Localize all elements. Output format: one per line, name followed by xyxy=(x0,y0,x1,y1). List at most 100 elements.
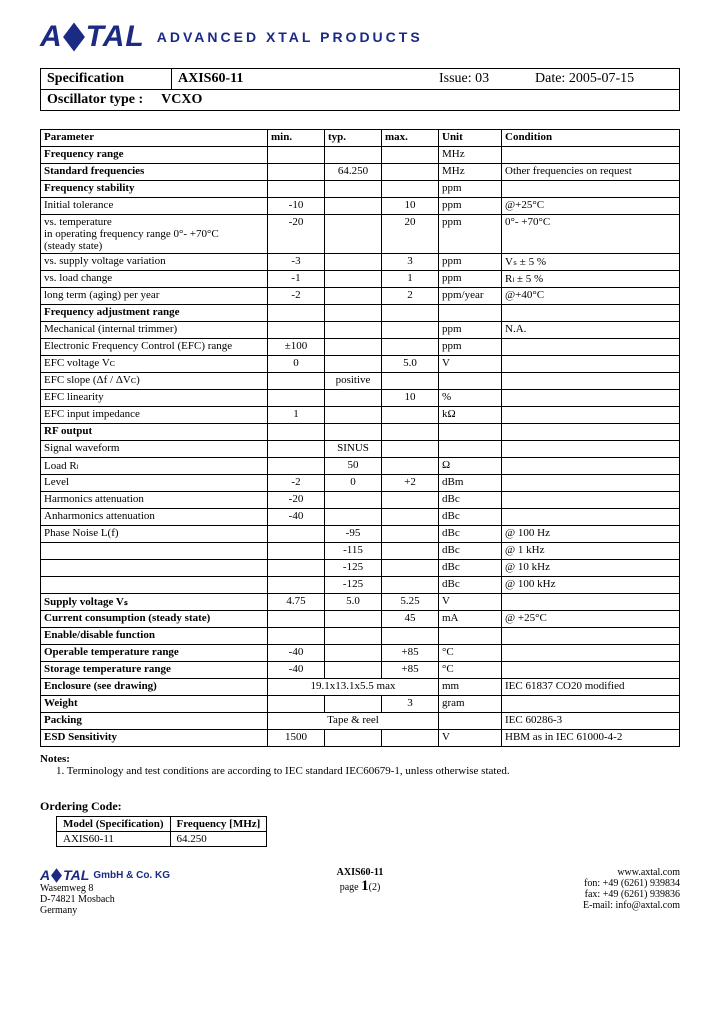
header-logo-row: A TAL ADVANCED XTAL PRODUCTS xyxy=(40,20,680,54)
footer-addr2: D-74821 Mosbach xyxy=(40,894,240,905)
cell-min: 1 xyxy=(268,407,325,424)
cell-param: vs. supply voltage variation xyxy=(41,254,268,271)
cell-min xyxy=(268,441,325,458)
cell-param: Current consumption (steady state) xyxy=(41,611,268,628)
cell-unit: dBc xyxy=(439,526,502,543)
cell-unit: dBc xyxy=(439,577,502,594)
cell-max: 1 xyxy=(382,271,439,288)
table-row: Electronic Frequency Control (EFC) range… xyxy=(41,339,680,356)
cell-min: -2 xyxy=(268,475,325,492)
table-row: EFC linearity10% xyxy=(41,390,680,407)
table-row: Load Rₗ50Ω xyxy=(41,458,680,475)
cell-min xyxy=(268,611,325,628)
cell-max xyxy=(382,407,439,424)
table-row: vs. supply voltage variation-33ppmVₛ ± 5… xyxy=(41,254,680,271)
order-h1: Model (Specification) xyxy=(57,817,171,832)
cell-unit: V xyxy=(439,356,502,373)
cell-max xyxy=(382,577,439,594)
osc-type-label: Oscillator type : xyxy=(47,92,143,108)
cell-typ xyxy=(325,147,382,164)
cell-cond xyxy=(502,181,680,198)
th-min: min. xyxy=(268,130,325,147)
issue-label: Issue: xyxy=(439,71,472,86)
cell-typ: 5.0 xyxy=(325,594,382,611)
cell-max xyxy=(382,424,439,441)
cell-min xyxy=(268,322,325,339)
cell-param: long term (aging) per year xyxy=(41,288,268,305)
cell-cond: Other frequencies on request xyxy=(502,164,680,181)
cell-typ xyxy=(325,509,382,526)
page-footer: A TAL GmbH & Co. KG Wasemweg 8 D-74821 M… xyxy=(40,867,680,916)
table-row: Current consumption (steady state)45mA@ … xyxy=(41,611,680,628)
cell-typ xyxy=(325,645,382,662)
cell-max: 5.0 xyxy=(382,356,439,373)
cell-param: Initial tolerance xyxy=(41,198,268,215)
cell-param: Frequency adjustment range xyxy=(41,305,268,322)
cell-param: Anharmonics attenuation xyxy=(41,509,268,526)
table-row: Weight3gram xyxy=(41,696,680,713)
cell-typ: positive xyxy=(325,373,382,390)
footer-logo: A TAL GmbH & Co. KG xyxy=(40,867,240,883)
cell-typ xyxy=(325,407,382,424)
table-row: Signal waveformSINUS xyxy=(41,441,680,458)
table-row: ESD Sensitivity1500VHBM as in IEC 61000-… xyxy=(41,730,680,747)
table-row: Phase Noise L(f)-95dBc@ 100 Hz xyxy=(41,526,680,543)
cell-cond xyxy=(502,305,680,322)
th-max: max. xyxy=(382,130,439,147)
cell-min xyxy=(268,526,325,543)
cell-min: ±100 xyxy=(268,339,325,356)
table-row: -125dBc@ 10 kHz xyxy=(41,560,680,577)
cell-cond: @ 10 kHz xyxy=(502,560,680,577)
cell-param: Weight xyxy=(41,696,268,713)
cell-unit: V xyxy=(439,594,502,611)
notes-section: Notes: 1. Terminology and test condition… xyxy=(40,753,680,777)
footer-diamond-icon xyxy=(51,868,62,883)
cell-param: Frequency range xyxy=(41,147,268,164)
spec-model: AXIS60-11 xyxy=(172,69,433,89)
cell-cond: N.A. xyxy=(502,322,680,339)
cell-param: RF output xyxy=(41,424,268,441)
cell-cond: @+25°C xyxy=(502,198,680,215)
cell-max: 20 xyxy=(382,215,439,254)
th-unit: Unit xyxy=(439,130,502,147)
cell-typ: -125 xyxy=(325,560,382,577)
cell-max: +2 xyxy=(382,475,439,492)
cell-unit: dBc xyxy=(439,509,502,526)
table-row: Supply voltage Vₛ4.755.05.25V xyxy=(41,594,680,611)
cell-max xyxy=(382,339,439,356)
footer-web: www.axtal.com xyxy=(480,867,680,878)
table-row: vs. temperature in operating frequency r… xyxy=(41,215,680,254)
table-row: EFC input impedance1kΩ xyxy=(41,407,680,424)
table-row: Anharmonics attenuation-40dBc xyxy=(41,509,680,526)
ordering-table: Model (Specification) Frequency [MHz] AX… xyxy=(56,816,267,847)
cell-min: -1 xyxy=(268,271,325,288)
cell-param: Enable/disable function xyxy=(41,628,268,645)
spec-header-box: Specification AXIS60-11 Issue: 03 Date: … xyxy=(40,68,680,111)
logo: A TAL xyxy=(40,20,145,54)
order-model: AXIS60-11 xyxy=(57,832,171,847)
cell-max xyxy=(382,560,439,577)
cell-unit xyxy=(439,373,502,390)
cell-max xyxy=(382,147,439,164)
cell-unit: ppm xyxy=(439,254,502,271)
table-header-row: Parameter min. typ. max. Unit Condition xyxy=(41,130,680,147)
cell-typ xyxy=(325,305,382,322)
cell-typ xyxy=(325,611,382,628)
page-number: 1 xyxy=(361,878,369,894)
cell-unit: MHz xyxy=(439,164,502,181)
cell-typ xyxy=(325,424,382,441)
cell-min xyxy=(268,696,325,713)
spec-label: Specification xyxy=(41,69,172,89)
cell-typ: -95 xyxy=(325,526,382,543)
cell-typ xyxy=(325,181,382,198)
logo-diamond-icon xyxy=(63,22,85,51)
cell-unit: °C xyxy=(439,645,502,662)
cell-unit: % xyxy=(439,390,502,407)
table-row: Model (Specification) Frequency [MHz] xyxy=(57,817,267,832)
cell-unit: V xyxy=(439,730,502,747)
footer-email: E-mail: info@axtal.com xyxy=(480,900,680,911)
cell-min xyxy=(268,181,325,198)
cell-max xyxy=(382,628,439,645)
footer-model: AXIS60-11 xyxy=(240,867,480,878)
footer-addr1: Wasemweg 8 xyxy=(40,883,240,894)
